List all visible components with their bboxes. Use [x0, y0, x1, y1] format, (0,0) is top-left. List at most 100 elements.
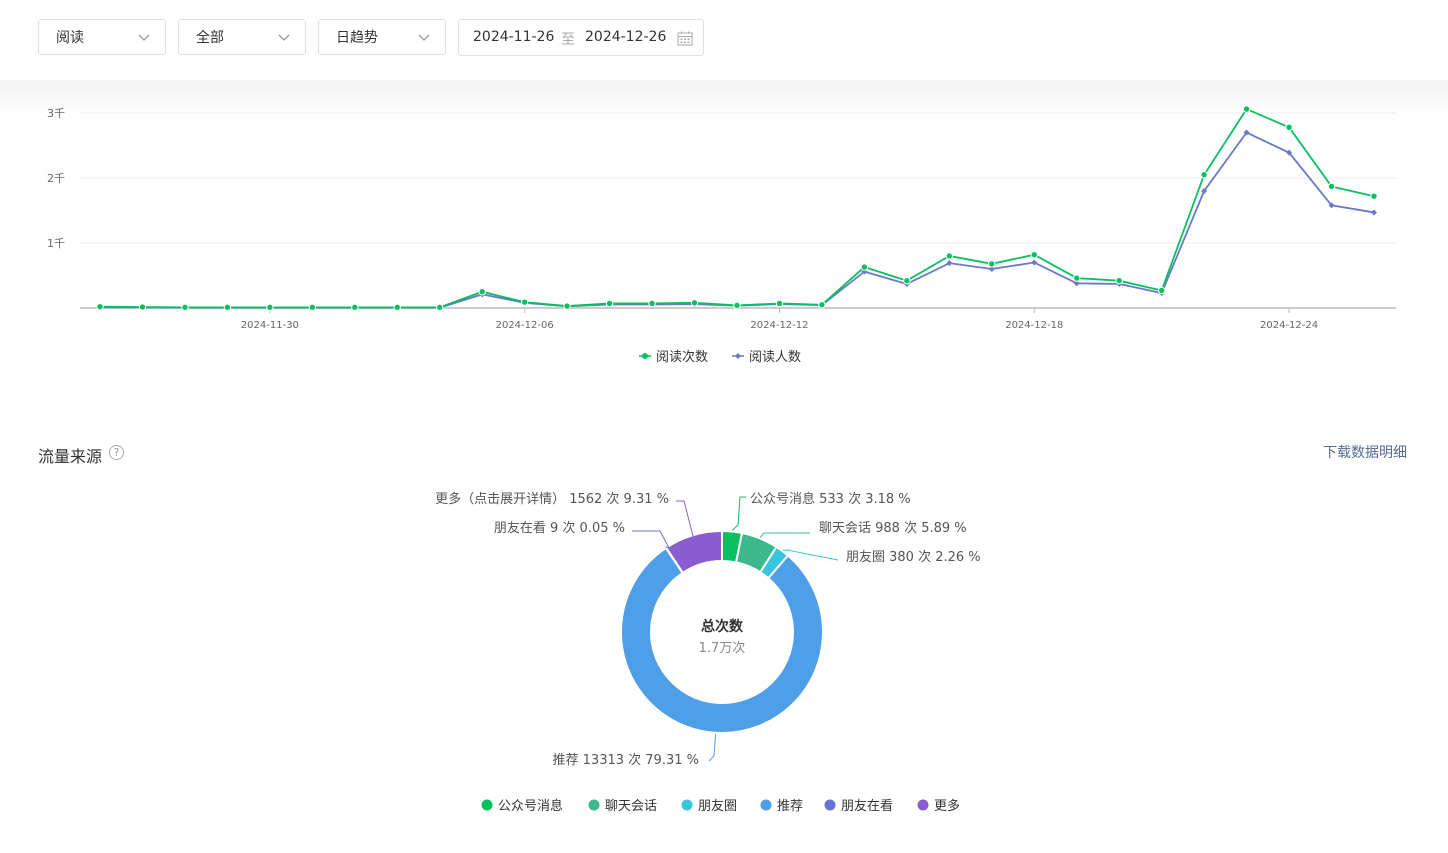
slice-label: 聊天会话 988 次 5.89 %	[819, 520, 967, 536]
legend-item-source[interactable]: 聊天会话	[588, 799, 658, 814]
data-point-reads[interactable]	[1285, 123, 1293, 131]
data-point-reads[interactable]	[520, 298, 529, 306]
data-point-readers[interactable]	[946, 260, 953, 267]
data-point-reads[interactable]	[648, 299, 656, 308]
legend-dot	[588, 799, 600, 811]
filter-bar: 阅读 全部 日趋势 2024-11-26 至 2024-12-26	[0, 0, 1448, 80]
legend-dot	[681, 799, 693, 811]
leader-line	[782, 549, 839, 561]
date-start[interactable]: 2024-11-26	[473, 29, 555, 45]
data-point-readers[interactable]	[1328, 202, 1335, 209]
data-point-readers[interactable]	[1286, 149, 1293, 156]
data-point-readers[interactable]	[1031, 259, 1038, 266]
legend-dot	[481, 799, 493, 811]
legend-label: 朋友圈	[698, 798, 737, 814]
data-point-reads[interactable]	[690, 299, 699, 307]
legend-item-reads[interactable]: 阅读次数	[639, 349, 708, 365]
scope-select[interactable]: 全部	[178, 19, 306, 55]
date-end[interactable]: 2024-12-26	[585, 29, 667, 45]
data-point-readers[interactable]	[1073, 280, 1080, 287]
data-point-reads[interactable]	[818, 301, 826, 309]
series-line-reads	[99, 107, 1375, 309]
legend-label: 更多	[934, 798, 960, 814]
data-point-readers[interactable]	[1371, 209, 1377, 216]
legend-label: 推荐	[777, 799, 803, 814]
donut-center-title: 总次数	[701, 618, 744, 635]
scope-select-value: 全部	[196, 30, 224, 46]
x-tick-label: 2024-12-12	[750, 320, 808, 331]
data-point-reads[interactable]	[351, 303, 359, 312]
leader-line	[759, 532, 810, 538]
download-details-link[interactable]: 下载数据明细	[1323, 445, 1407, 461]
slice-label: 公众号消息 533 次 3.18 %	[750, 491, 911, 507]
legend-label: 朋友在看	[841, 798, 893, 814]
leader-line	[676, 500, 694, 537]
x-tick-label: 2024-11-30	[241, 320, 299, 331]
data-point-reads[interactable]	[988, 260, 996, 268]
data-point-reads[interactable]	[945, 252, 954, 260]
chevron-down-icon	[418, 34, 430, 41]
data-point-reads[interactable]	[1242, 105, 1251, 113]
granularity-select[interactable]: 日趋势	[318, 19, 446, 55]
legend-dot	[824, 799, 836, 811]
slice-label: 朋友在看 9 次 0.05 %	[494, 520, 625, 536]
data-point-reads[interactable]	[775, 299, 784, 308]
data-point-reads[interactable]	[138, 303, 147, 311]
traffic-source-donut-chart: 公众号消息 533 次 3.18 % 聊天会话 988 次 5.89 % 朋友圈 3…	[435, 491, 981, 814]
data-point-reads[interactable]	[181, 303, 189, 312]
date-range-picker[interactable]: 2024-11-26 至 2024-12-26	[458, 19, 704, 56]
x-tick-label: 2024-12-06	[496, 320, 554, 331]
data-point-reads[interactable]	[96, 303, 104, 311]
data-point-reads[interactable]	[1370, 192, 1378, 200]
data-point-reads[interactable]	[1327, 182, 1336, 191]
y-tick-label: 1千	[47, 237, 65, 250]
calendar-icon[interactable]	[677, 31, 693, 46]
granularity-select-value: 日趋势	[336, 30, 378, 46]
data-point-reads[interactable]	[605, 299, 614, 308]
data-point-reads[interactable]	[478, 288, 486, 296]
data-point-readers[interactable]	[1243, 129, 1250, 136]
date-separator: 至	[561, 32, 575, 48]
data-point-readers[interactable]	[988, 266, 995, 272]
x-tick-label: 2024-12-18	[1005, 320, 1063, 331]
legend-item-source[interactable]: 推荐	[760, 799, 804, 814]
donut-slice-4[interactable]	[620, 546, 824, 734]
slice-label: 朋友圈 380 次 2.26 %	[846, 549, 981, 565]
data-point-reads[interactable]	[1115, 277, 1123, 285]
data-point-reads[interactable]	[563, 302, 571, 310]
legend-item-source[interactable]: 公众号消息	[481, 798, 564, 814]
legend-item-source[interactable]: 朋友在看	[824, 798, 894, 814]
chevron-down-icon	[138, 34, 150, 41]
data-point-reads[interactable]	[733, 301, 741, 310]
legend-item-readers[interactable]: 阅读人数	[732, 350, 801, 365]
data-point-reads[interactable]	[393, 303, 401, 312]
legend-dot	[760, 799, 772, 811]
series-line-readers	[100, 131, 1375, 309]
data-point-reads[interactable]	[308, 303, 317, 312]
data-point-reads[interactable]	[1073, 274, 1081, 282]
legend-marker	[642, 353, 648, 359]
metric-select[interactable]: 阅读	[38, 19, 166, 55]
data-point-reads[interactable]	[1200, 171, 1208, 179]
leader-line	[632, 530, 670, 549]
data-point-reads[interactable]	[860, 263, 869, 271]
data-point-reads[interactable]	[903, 277, 911, 285]
data-point-readers[interactable]	[1201, 188, 1208, 194]
donut-slice-6[interactable]	[664, 529, 723, 575]
data-point-reads[interactable]	[1157, 286, 1166, 295]
data-point-reads[interactable]	[223, 303, 232, 312]
legend-item-source[interactable]: 朋友圈	[681, 798, 738, 814]
metric-select-value: 阅读	[56, 30, 84, 46]
x-tick-label: 2024-12-24	[1260, 320, 1318, 331]
slice-label: 更多（点击展开详情） 1562 次 9.31 %	[435, 491, 669, 507]
y-tick-label: 2千	[47, 172, 65, 185]
data-point-reads[interactable]	[1030, 251, 1038, 259]
help-icon[interactable]: ?	[109, 445, 124, 460]
data-point-reads[interactable]	[436, 303, 444, 312]
legend-item-source[interactable]: 更多	[917, 798, 961, 814]
leader-line	[731, 496, 746, 531]
data-point-reads[interactable]	[266, 303, 274, 312]
y-tick-label: 3千	[47, 107, 65, 120]
read-trend-chart: 1千 2千 3千 2024-11-30 2024-12-06 2024-12-12 2024…	[47, 105, 1396, 365]
leader-line	[708, 733, 717, 762]
